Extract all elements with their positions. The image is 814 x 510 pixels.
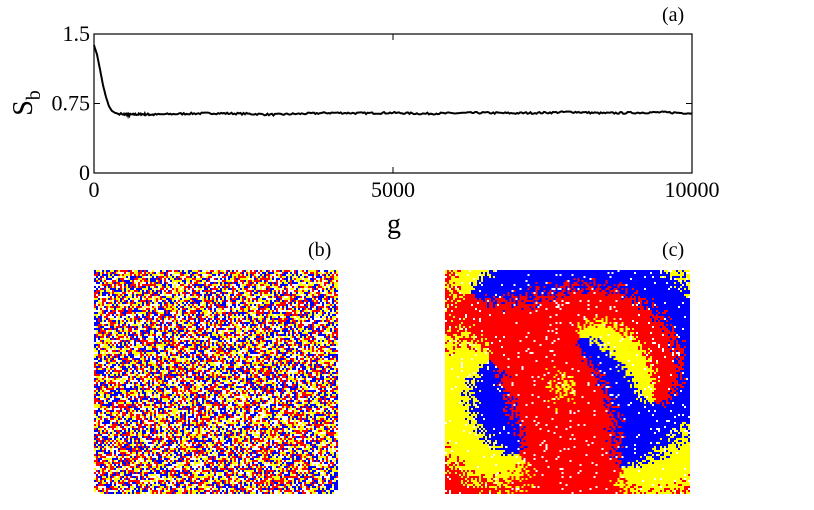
x-axis-title: g bbox=[387, 209, 401, 240]
y-axis-title: Sb bbox=[8, 90, 45, 116]
axis-tick-labels: 0 5000 10000 0 0.75 1.5 bbox=[52, 21, 720, 202]
series-line bbox=[93, 44, 693, 120]
y-axis-title-main: S bbox=[8, 100, 39, 116]
axis-ticks bbox=[93, 33, 693, 174]
x-tick-label: 0 bbox=[89, 177, 100, 202]
y-axis-title-sub: b bbox=[23, 90, 45, 100]
panel-label-c: (c) bbox=[662, 239, 684, 261]
plot-frame bbox=[93, 33, 693, 174]
x-tick-label: 5000 bbox=[371, 177, 415, 202]
y-tick-label: 1.5 bbox=[63, 21, 91, 46]
y-tick-label: 0.75 bbox=[52, 91, 91, 116]
panel-label-a: (a) bbox=[662, 4, 684, 26]
lattice-snapshot-spirals bbox=[445, 270, 690, 494]
y-tick-label: 0 bbox=[79, 160, 90, 185]
lattice-snapshot-random bbox=[94, 270, 338, 494]
x-tick-label: 10000 bbox=[665, 177, 720, 202]
panel-label-b: (b) bbox=[308, 239, 331, 261]
